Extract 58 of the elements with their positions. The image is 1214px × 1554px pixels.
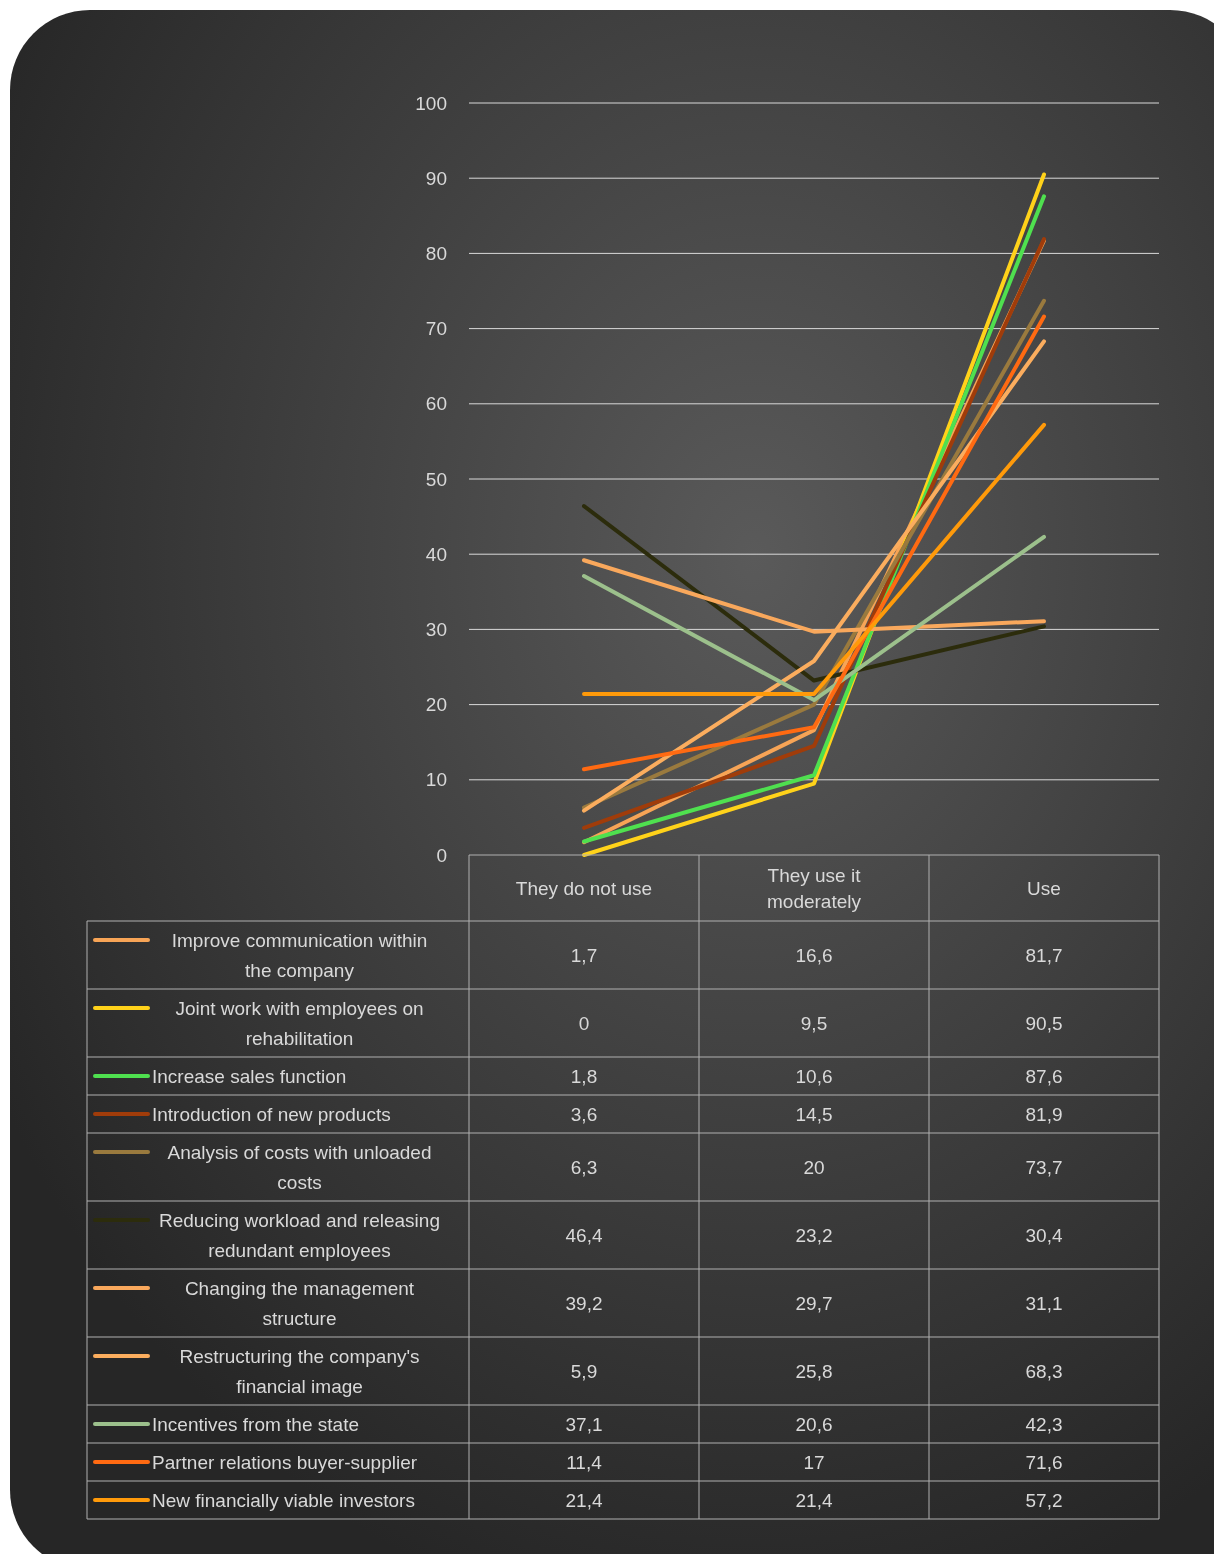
y-tick-label: 30 (425, 619, 447, 641)
legend-label: Introduction of new products (152, 1103, 391, 1125)
legend-label: Partner relations buyer-supplier (152, 1451, 418, 1473)
legend-label: Reducing workload and releasing redundant employees (159, 1209, 440, 1261)
data-label: 25,8 (795, 1360, 833, 1382)
data-label: 9,5 (800, 1012, 828, 1034)
legend-label: Improve communication within the company (171, 929, 428, 981)
y-tick-label: 20 (425, 694, 447, 716)
data-label: 1,8 (570, 1065, 598, 1087)
x-tick-label: They do not use (515, 877, 653, 899)
data-label: 20,6 (795, 1413, 833, 1435)
data-label: 42,3 (1025, 1413, 1063, 1435)
legend-label: Increase sales function (151, 1065, 347, 1087)
y-tick-label: 60 (425, 393, 447, 415)
data-label: 81,7 (1025, 944, 1063, 966)
y-tick-label: 90 (425, 167, 447, 189)
legend-label: Incentives from the state (151, 1413, 359, 1435)
data-label: 90,5 (1025, 1012, 1063, 1034)
data-label: 14,5 (795, 1103, 833, 1125)
data-label: 39,2 (565, 1292, 603, 1314)
y-tick-label: 50 (425, 468, 447, 490)
data-label: 68,3 (1025, 1360, 1063, 1382)
y-tick-label: 80 (425, 243, 447, 265)
data-label: 57,2 (1025, 1489, 1063, 1511)
legend-label: New financially viable investors (152, 1489, 415, 1511)
legend-label: Joint work with employees on rehabilitation (175, 997, 424, 1049)
data-label: 16,6 (795, 944, 833, 966)
data-label: 21,4 (795, 1489, 833, 1511)
data-label: 71,6 (1025, 1451, 1063, 1473)
data-label: 37,1 (565, 1413, 603, 1435)
data-label: 46,4 (565, 1224, 603, 1246)
data-label: 5,9 (570, 1360, 598, 1382)
data-label: 31,1 (1025, 1292, 1063, 1314)
data-label: 81,9 (1025, 1103, 1063, 1125)
data-label: 0 (578, 1012, 590, 1034)
y-tick-label: 40 (425, 543, 447, 565)
y-tick-label: 100 (415, 92, 447, 114)
data-label: 11,4 (566, 1451, 603, 1473)
data-label: 23,2 (795, 1224, 833, 1246)
y-tick-label: 10 (425, 769, 447, 791)
data-label: 20 (803, 1156, 825, 1178)
legend-label: Restructuring the company's financial image (179, 1345, 420, 1397)
y-tick-label: 70 (425, 318, 447, 340)
data-label: 6,3 (570, 1156, 598, 1178)
data-label: 3,6 (570, 1103, 598, 1125)
data-label: 1,7 (570, 944, 598, 966)
x-tick-label: They use it moderately (767, 864, 862, 912)
data-label: 30,4 (1025, 1224, 1063, 1246)
legend-label: Changing the management structure (184, 1277, 415, 1329)
data-label: 17 (803, 1451, 825, 1473)
data-label: 73,7 (1025, 1156, 1063, 1178)
legend-label: Analysis of costs with unloaded costs (167, 1141, 432, 1193)
data-label: 21,4 (565, 1489, 603, 1511)
data-label: 10,6 (795, 1065, 833, 1087)
data-label: 29,7 (795, 1292, 833, 1314)
data-label: 87,6 (1025, 1065, 1063, 1087)
x-tick-label: Use (1027, 877, 1061, 899)
y-tick-label: 0 (436, 844, 447, 866)
